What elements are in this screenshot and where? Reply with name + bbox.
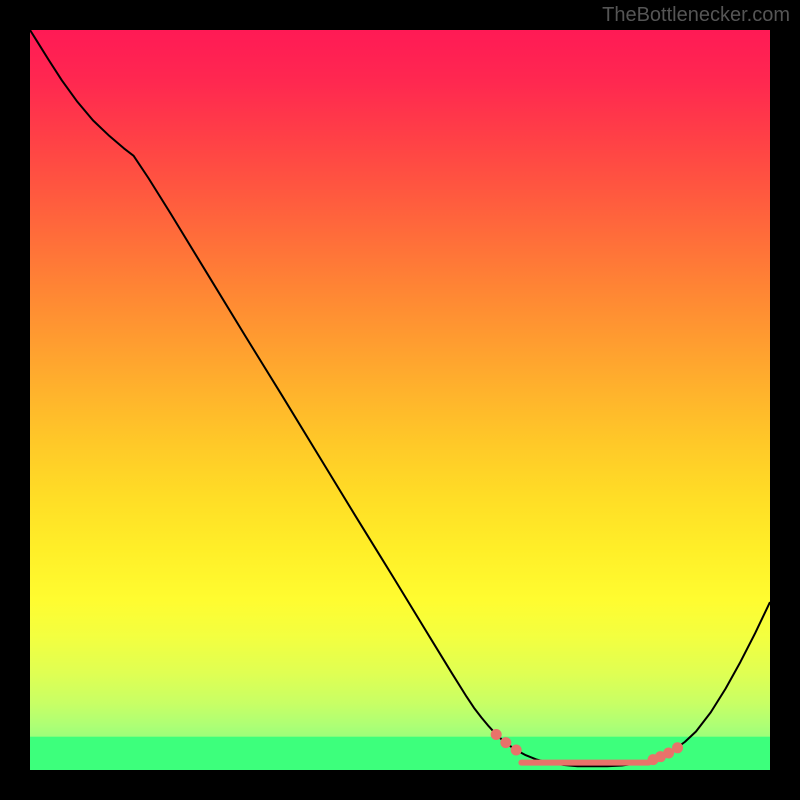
watermark-text: TheBottleneсker.com bbox=[602, 4, 790, 27]
chart-background bbox=[30, 30, 770, 770]
optimal-dot bbox=[500, 737, 511, 748]
optimal-dot bbox=[491, 729, 502, 740]
optimal-bar bbox=[518, 760, 651, 766]
optimal-dot bbox=[672, 742, 683, 753]
chart-svg bbox=[30, 30, 770, 770]
optimal-dot bbox=[511, 745, 522, 756]
chart-container bbox=[30, 30, 770, 770]
